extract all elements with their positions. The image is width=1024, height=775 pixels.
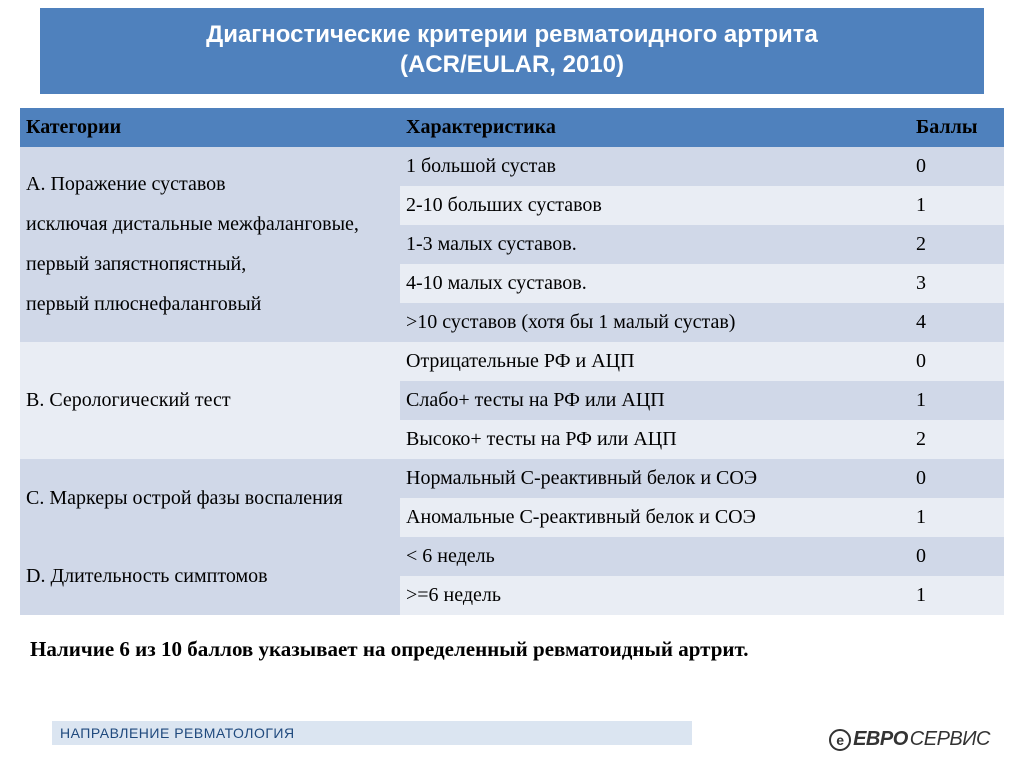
characteristic-cell: >10 суставов (хотя бы 1 малый сустав) xyxy=(400,303,910,342)
score-cell: 2 xyxy=(910,225,1004,264)
score-cell: 4 xyxy=(910,303,1004,342)
category-line: A. Поражение суставов xyxy=(26,164,394,204)
score-cell: 1 xyxy=(910,186,1004,225)
criteria-table: Категории Характеристика Баллы A. Пораже… xyxy=(20,108,1004,615)
category-cell: B. Серологический тест xyxy=(20,342,400,459)
logo: е ЕВРОСЕРВИС xyxy=(829,728,990,751)
characteristic-cell: 1-3 малых суставов. xyxy=(400,225,910,264)
category-cell: A. Поражение суставовисключая дистальные… xyxy=(20,147,400,342)
characteristic-cell: 1 большой сустав xyxy=(400,147,910,186)
category-line: B. Серологический тест xyxy=(26,380,394,420)
title-line-2: (ACR/EULAR, 2010) xyxy=(400,51,624,78)
title-line-1: Диагностические критерии ревматоидного а… xyxy=(206,21,818,48)
category-line: первый плюснефаланговый xyxy=(26,284,394,324)
characteristic-cell: Отрицательные РФ и АЦП xyxy=(400,342,910,381)
score-cell: 3 xyxy=(910,264,1004,303)
col-header-score: Баллы xyxy=(910,108,1004,147)
footer-direction: НАПРАВЛЕНИЕ РЕВМАТОЛОГИЯ xyxy=(52,721,692,745)
category-line: D. Длительность симптомов xyxy=(26,556,394,596)
table-row: C. Маркеры острой фазы воспаленияНормаль… xyxy=(20,459,1004,498)
score-cell: 1 xyxy=(910,381,1004,420)
score-cell: 1 xyxy=(910,576,1004,615)
col-header-char: Характеристика xyxy=(400,108,910,147)
slide-title: Диагностические критерии ревматоидного а… xyxy=(40,8,984,94)
score-cell: 2 xyxy=(910,420,1004,459)
logo-text-1: ЕВРО xyxy=(853,728,908,751)
category-cell: C. Маркеры острой фазы воспаления xyxy=(20,459,400,537)
summary-text: Наличие 6 из 10 баллов указывает на опре… xyxy=(30,637,994,662)
footer: НАПРАВЛЕНИЕ РЕВМАТОЛОГИЯ е ЕВРОСЕРВИС xyxy=(0,721,1024,749)
characteristic-cell: Аномальные С-реактивный белок и СОЭ xyxy=(400,498,910,537)
score-cell: 1 xyxy=(910,498,1004,537)
table-row: A. Поражение суставовисключая дистальные… xyxy=(20,147,1004,186)
logo-badge-icon: е xyxy=(829,729,851,751)
score-cell: 0 xyxy=(910,342,1004,381)
logo-text-2: СЕРВИС xyxy=(910,728,990,751)
characteristic-cell: < 6 недель xyxy=(400,537,910,576)
characteristic-cell: Слабо+ тесты на РФ или АЦП xyxy=(400,381,910,420)
score-cell: 0 xyxy=(910,459,1004,498)
category-cell: D. Длительность симптомов xyxy=(20,537,400,615)
characteristic-cell: Высоко+ тесты на РФ или АЦП xyxy=(400,420,910,459)
characteristic-cell: 2-10 больших суставов xyxy=(400,186,910,225)
characteristic-cell: Нормальный С-реактивный белок и СОЭ xyxy=(400,459,910,498)
score-cell: 0 xyxy=(910,537,1004,576)
table-row: D. Длительность симптомов< 6 недель0 xyxy=(20,537,1004,576)
category-line: C. Маркеры острой фазы воспаления xyxy=(26,478,394,518)
col-header-category: Категории xyxy=(20,108,400,147)
score-cell: 0 xyxy=(910,147,1004,186)
table-row: B. Серологический тестОтрицательные РФ и… xyxy=(20,342,1004,381)
table-header-row: Категории Характеристика Баллы xyxy=(20,108,1004,147)
characteristic-cell: >=6 недель xyxy=(400,576,910,615)
category-line: исключая дистальные межфаланговые, xyxy=(26,204,394,244)
characteristic-cell: 4-10 малых суставов. xyxy=(400,264,910,303)
category-line: первый запястнопястный, xyxy=(26,244,394,284)
